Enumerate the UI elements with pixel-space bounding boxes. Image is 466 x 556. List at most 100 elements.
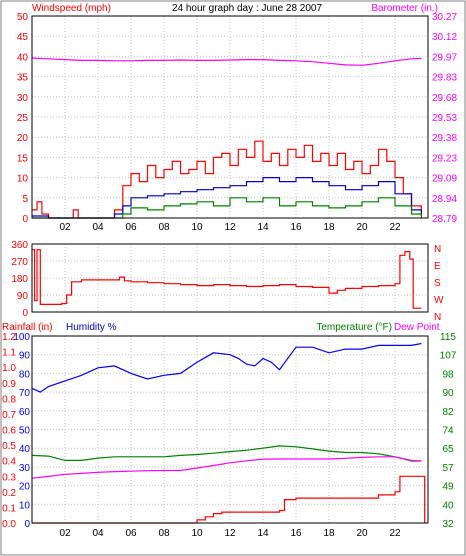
humidity-tick-label: 10	[19, 500, 31, 511]
humidity-axis-label: Humidity %	[66, 322, 117, 333]
temperature-tick-label: 49	[442, 482, 454, 493]
humidity-tick-label: 20	[19, 482, 31, 493]
temperature-axis-label: Temperature (°F)	[316, 322, 392, 333]
temperature-tick-label: 90	[442, 388, 454, 399]
barometer-tick-label: 28.94	[432, 194, 457, 205]
direction-panel-series	[32, 249, 422, 309]
temperature-line	[31, 445, 422, 462]
direction-compass-label: N	[434, 244, 441, 255]
temperature-tick-label: 65	[442, 444, 454, 455]
temperature-tick-label: 98	[442, 369, 454, 380]
rainfall-tick-label: 0.2	[2, 488, 16, 499]
wind-axis-ticks: 0 5 10 15 20 25 30 35 40 45 50	[17, 12, 29, 225]
windspeed-tick-label: 50	[17, 12, 29, 23]
direction-compass-label: W	[434, 295, 444, 306]
x-tick-label: 20	[356, 528, 368, 539]
dew_point-line	[31, 456, 422, 479]
direction-degree-label: 90	[17, 291, 29, 302]
windspeed-tick-label: 15	[17, 153, 29, 164]
wind-panel-x-ticks: 02 04 06 08 10 12 14 16 18 20 22	[59, 222, 401, 233]
direction-compass-label: E	[434, 261, 441, 272]
x-tick-label: 04	[92, 528, 104, 539]
windspeed-tick-label: 45	[17, 32, 29, 43]
x-tick-label: 06	[125, 528, 137, 539]
x-tick-label: 14	[257, 528, 269, 539]
barometer-axis-label: Barometer (in.)	[371, 3, 438, 14]
wind-line	[32, 140, 422, 219]
humidity-axis-ticks: 0 10 20 30 40 50 60 70 80 90 100	[13, 332, 30, 530]
windspeed-tick-label: 10	[17, 174, 29, 185]
rainfall-tick-label: 1.2	[2, 332, 16, 343]
x-tick-label: 16	[290, 222, 302, 233]
rainfall-tick-label: 1.1	[2, 348, 16, 359]
temperature-tick-label: 57	[442, 463, 454, 474]
direction-compass-label: S	[434, 278, 441, 289]
temperature-tick-label: 40	[442, 500, 454, 511]
windspeed-tick-label: 5	[22, 194, 28, 205]
humidity-panel-frame	[31, 335, 429, 524]
barometer-tick-label: 29.53	[432, 113, 457, 124]
dew-point-axis-label: Dew Point	[394, 322, 440, 333]
humidity-tick-label: 0	[24, 519, 30, 530]
windspeed-tick-label: 20	[17, 133, 29, 144]
x-tick-label: 08	[158, 222, 170, 233]
gust_avg-line	[32, 177, 422, 219]
humidity-line	[31, 342, 422, 393]
barometer-tick-label: 30.27	[432, 12, 457, 23]
temperature-tick-label: 82	[442, 407, 454, 418]
barometer-tick-label: 29.83	[432, 73, 457, 84]
barometer-tick-label: 29.38	[432, 133, 457, 144]
temperature-tick-label: 74	[442, 426, 454, 437]
x-tick-label: 12	[224, 222, 236, 233]
rainfall-tick-label: 0.7	[2, 410, 16, 421]
windspeed-tick-label: 25	[17, 113, 29, 124]
x-tick-label: 14	[257, 222, 269, 233]
humidity-tick-label: 60	[19, 407, 31, 418]
temperature-tick-label: 32	[442, 519, 454, 530]
x-tick-label: 22	[389, 222, 401, 233]
rainfall-tick-label: 0.8	[2, 394, 16, 405]
barometer-tick-label: 28.79	[432, 214, 457, 225]
wind_low-line	[32, 197, 422, 219]
x-tick-label: 10	[191, 528, 203, 539]
wind-panel-series	[31, 57, 422, 219]
rainfall-tick-label: 0.0	[2, 519, 16, 530]
humidity-tick-label: 50	[19, 426, 31, 437]
barometer-axis-ticks: 28.79 28.94 29.09 29.23 29.38 29.53 29.68 29.83…	[432, 12, 457, 225]
humidity-tick-label: 100	[13, 332, 30, 343]
x-tick-label: 06	[125, 222, 137, 233]
temperature-axis-ticks: 32 40 49 57 65 74 82 90 98 107 115	[440, 332, 457, 530]
direction-panel-frame	[31, 243, 429, 313]
windspeed-axis-label: Windspeed (mph)	[32, 3, 111, 14]
rainfall-tick-label: 0.1	[2, 503, 16, 514]
direction-degree-label: 180	[11, 274, 28, 285]
windspeed-tick-label: 0	[22, 214, 28, 225]
windspeed-tick-label: 35	[17, 73, 29, 84]
x-tick-label: 04	[92, 222, 104, 233]
rainfall-axis-label: Rainfall (in)	[2, 322, 53, 333]
humidity-tick-label: 90	[19, 351, 31, 362]
x-tick-label: 02	[59, 528, 71, 539]
direction-degree-label: 0	[22, 308, 28, 319]
temperature-tick-label: 107	[440, 351, 457, 362]
barometer-tick-label: 29.97	[432, 52, 457, 63]
barometer-tick-label: 29.23	[432, 153, 457, 164]
barometer-tick-label: 29.68	[432, 93, 457, 104]
x-tick-label: 22	[389, 528, 401, 539]
x-tick-label: 16	[290, 528, 302, 539]
humidity-tick-label: 30	[19, 463, 31, 474]
humidity-tick-label: 40	[19, 444, 31, 455]
barometer-tick-label: 29.09	[432, 174, 457, 185]
x-tick-label: 18	[323, 222, 335, 233]
rainfall-tick-label: 0.9	[2, 379, 16, 390]
windspeed-tick-label: 30	[17, 93, 29, 104]
direction-degree-label: 270	[11, 257, 28, 268]
temperature-tick-label: 115	[440, 332, 456, 343]
rainfall-tick-label: 0.6	[2, 426, 16, 437]
rainfall-tick-label: 0.4	[2, 457, 16, 468]
wind-panel-frame	[31, 15, 429, 219]
rainfall-axis-ticks: 0.0 0.1 0.2 0.3 0.4 0.5 0.6 0.7 0.8 0.9 1.0 1.1 1.2	[2, 332, 16, 530]
